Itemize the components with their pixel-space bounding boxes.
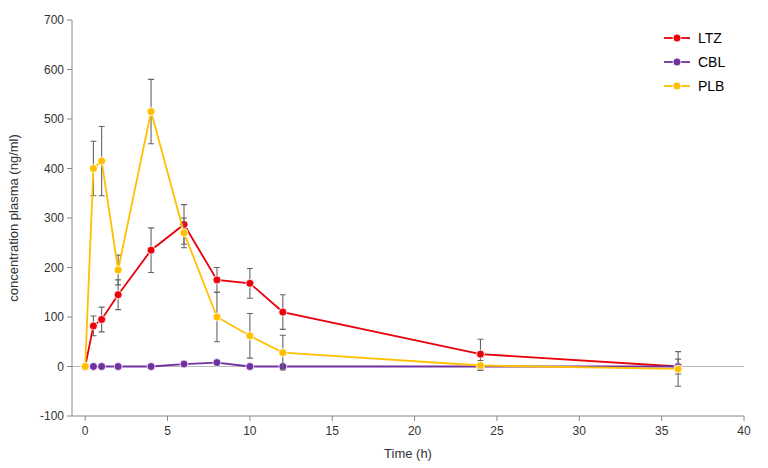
- series: [81, 205, 682, 374]
- y-axis-label: concentration plasma (ng/ml): [6, 134, 21, 302]
- error-bar: [148, 79, 154, 143]
- point: [246, 363, 254, 371]
- point: [147, 363, 155, 371]
- x-tick: [661, 416, 662, 421]
- error-bar: [280, 295, 286, 330]
- plot-area: [81, 79, 682, 386]
- point: [213, 359, 221, 367]
- point: [180, 229, 188, 237]
- series-line: [85, 112, 678, 369]
- x-tick-label: 15: [326, 424, 340, 438]
- x-tick: [414, 416, 415, 421]
- y-tick-label: 400: [44, 162, 64, 176]
- error-bar: [477, 361, 483, 371]
- x-tick: [249, 416, 250, 421]
- y-tick: [67, 317, 72, 318]
- point: [98, 157, 106, 165]
- error-bar: [247, 268, 253, 298]
- point: [279, 349, 287, 357]
- error-bar: [99, 126, 105, 195]
- x-tick-label: 0: [82, 424, 89, 438]
- legend-marker: [673, 58, 681, 66]
- error-bar: [214, 292, 220, 342]
- point: [98, 315, 106, 323]
- axes: -100 0 100 200 300 400 500 600 700 0 5 10 15 20 25 30 35…: [40, 13, 751, 438]
- y-tick: [67, 119, 72, 120]
- point: [476, 350, 484, 358]
- x-axis-line: [72, 416, 744, 417]
- y-tick-label: -100: [40, 409, 64, 423]
- y-tick: [67, 416, 72, 417]
- legend-label: CBL: [698, 54, 725, 70]
- x-tick-label: 20: [408, 424, 422, 438]
- x-tick: [167, 416, 168, 421]
- chart: -100 0 100 200 300 400 500 600 700 0 5 10 15 20 25 30 35…: [0, 0, 768, 468]
- x-tick: [332, 416, 333, 421]
- y-tick: [67, 168, 72, 169]
- point: [246, 279, 254, 287]
- point: [213, 313, 221, 321]
- point: [476, 362, 484, 370]
- x-tick: [579, 416, 580, 421]
- point: [213, 276, 221, 284]
- x-tick: [85, 416, 86, 421]
- x-tick-label: 25: [490, 424, 504, 438]
- y-tick: [67, 20, 72, 21]
- y-tick-label: 300: [44, 211, 64, 225]
- point: [674, 365, 682, 373]
- x-tick: [496, 416, 497, 421]
- point: [89, 165, 97, 173]
- error-bar: [477, 339, 483, 369]
- y-tick: [67, 218, 72, 219]
- series-line: [85, 224, 678, 366]
- legend: LTZ CBL PLB: [664, 30, 725, 94]
- legend-label: LTZ: [698, 30, 722, 46]
- y-tick-label: 0: [57, 360, 64, 374]
- y-tick: [67, 69, 72, 70]
- legend-marker: [673, 82, 681, 90]
- series: [81, 79, 682, 386]
- point: [81, 363, 89, 371]
- point: [147, 108, 155, 116]
- point: [114, 363, 122, 371]
- y-tick: [67, 366, 72, 367]
- x-tick-label: 10: [243, 424, 257, 438]
- error-bar: [214, 268, 220, 293]
- series-line: [85, 363, 678, 367]
- point: [147, 246, 155, 254]
- x-tick-label: 30: [573, 424, 587, 438]
- point: [114, 266, 122, 274]
- error-bar: [280, 335, 286, 370]
- y-tick-label: 700: [44, 13, 64, 27]
- legend-marker: [673, 34, 681, 42]
- legend-label: PLB: [698, 78, 724, 94]
- y-tick-label: 500: [44, 112, 64, 126]
- series: [81, 359, 682, 371]
- x-tick-label: 35: [655, 424, 669, 438]
- error-bar: [247, 314, 253, 359]
- point: [81, 363, 89, 371]
- error-bar: [99, 307, 105, 332]
- y-tick-label: 600: [44, 63, 64, 77]
- point: [89, 363, 97, 371]
- error-bar: [675, 352, 681, 387]
- error-bar: [148, 228, 154, 273]
- y-tick-label: 100: [44, 310, 64, 324]
- point: [98, 363, 106, 371]
- y-tick-label: 200: [44, 261, 64, 275]
- x-axis-label: Time (h): [384, 446, 432, 461]
- point: [180, 360, 188, 368]
- point: [476, 363, 484, 371]
- y-tick: [67, 267, 72, 268]
- x-tick: [744, 416, 745, 421]
- point: [246, 332, 254, 340]
- point: [81, 363, 89, 371]
- point: [114, 291, 122, 299]
- point: [89, 322, 97, 330]
- x-tick-label: 40: [737, 424, 751, 438]
- x-tick-label: 5: [164, 424, 171, 438]
- point: [279, 308, 287, 316]
